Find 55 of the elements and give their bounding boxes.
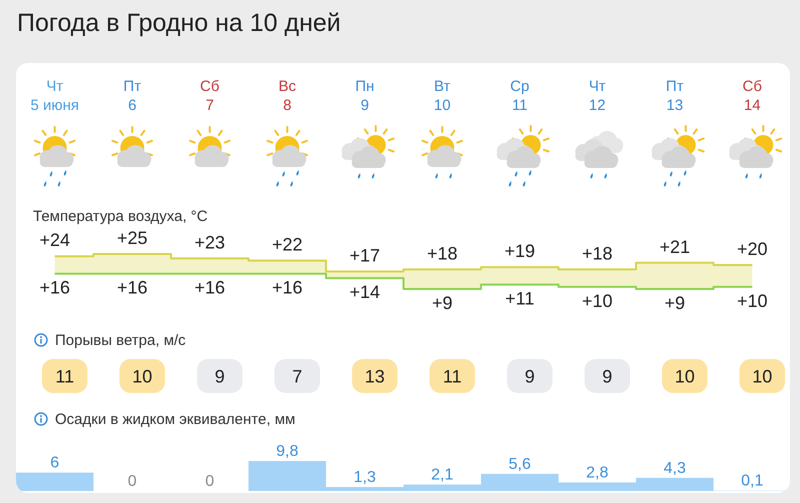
x-tick-label: Сб 14 — [742, 78, 762, 114]
data-label: +11 — [505, 288, 534, 309]
data-label: 10 — [132, 366, 152, 386]
data-label: 0 — [128, 472, 137, 489]
data-label: +9 — [664, 293, 686, 313]
data-label: 9,8 — [276, 442, 298, 459]
data-label: 11 — [442, 366, 462, 386]
x-tick-label: Чт 12 — [588, 78, 606, 114]
data-label: +25 — [116, 228, 148, 248]
x-tick-label: Пт 13 — [666, 78, 684, 114]
data-label: +16 — [194, 278, 226, 298]
data-label: +18 — [426, 243, 458, 264]
data-label: +16 — [272, 278, 303, 298]
data-label: +19 — [504, 241, 536, 262]
x-tick-label: Чт 5 июня — [30, 78, 80, 114]
data-label: 10 — [752, 366, 772, 386]
data-label: +23 — [194, 232, 226, 252]
data-label: +20 — [736, 238, 768, 259]
data-label: +14 — [349, 282, 380, 302]
data-label: 0,1 — [741, 472, 764, 489]
data-label: +21 — [659, 236, 690, 257]
x-tick-label: Пн 9 — [355, 78, 374, 114]
data-label: +24 — [39, 230, 70, 250]
x-tick-label: Ср 11 — [510, 78, 530, 114]
data-label: 11 — [55, 366, 74, 386]
chart-title: Осадки в жидком эквиваленте, мм — [55, 411, 296, 428]
data-label: 13 — [364, 366, 385, 386]
data-label: +16 — [39, 278, 70, 298]
data-label: +22 — [272, 234, 303, 255]
data-label: 2,8 — [586, 463, 608, 480]
data-label: 1,3 — [354, 468, 376, 486]
data-label: +9 — [432, 293, 453, 313]
x-tick-label: Вт 10 — [434, 78, 451, 114]
x-tick-label: Пт 6 — [123, 78, 142, 114]
chart-title: Погода в Гродно на 10 дней — [17, 9, 341, 37]
data-label: +10 — [582, 290, 613, 311]
x-tick-label: Сб 7 — [200, 78, 220, 114]
data-label: 6 — [50, 454, 60, 471]
data-label: +18 — [582, 243, 613, 264]
chart-subtitle: Температура воздуха, °C — [33, 208, 208, 225]
data-label: +17 — [349, 246, 380, 266]
data-label: 9 — [602, 366, 612, 386]
data-label: 9 — [524, 366, 535, 386]
data-label: 9 — [214, 366, 225, 386]
data-label: 4,3 — [664, 458, 686, 476]
data-label: 7 — [292, 366, 302, 386]
data-label: 0 — [205, 472, 214, 489]
data-label: +16 — [116, 278, 148, 298]
chart-title: Порывы ветра, м/с — [55, 332, 186, 349]
data-label: +10 — [736, 290, 768, 311]
bar — [16, 472, 94, 491]
x-tick-label: Вс 8 — [278, 78, 296, 114]
data-label: 2,1 — [431, 466, 454, 483]
data-label: 5,6 — [508, 454, 531, 472]
data-label: 10 — [674, 366, 695, 386]
